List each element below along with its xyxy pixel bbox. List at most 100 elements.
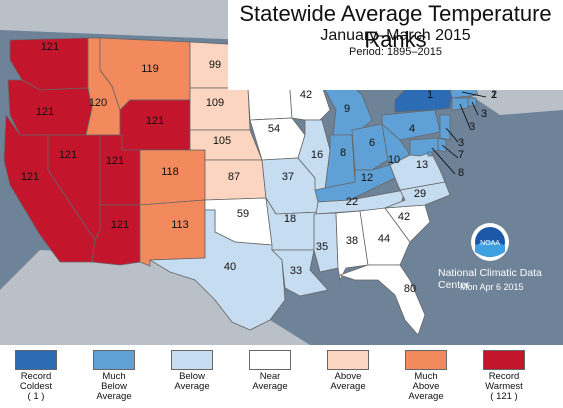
rank-label-ma: 2 — [491, 89, 497, 101]
noaa-logo-text: NOAA — [480, 240, 500, 247]
rank-label-ne: 105 — [213, 135, 231, 147]
legend-label: Below — [179, 371, 205, 382]
leader-line-nj — [445, 127, 459, 143]
legend-label: Above — [334, 371, 362, 382]
rank-label-nd: 99 — [209, 59, 221, 71]
rank-label-al: 38 — [346, 235, 358, 247]
leader-line-de — [441, 144, 459, 159]
rank-label-sc: 42 — [398, 211, 410, 223]
rank-label-de: 7 — [458, 149, 464, 161]
leader-line-ri — [471, 101, 479, 116]
rank-label-nm: 113 — [171, 219, 189, 231]
rank-label-sd: 109 — [206, 97, 224, 109]
rank-label-ga: 44 — [378, 233, 390, 245]
rank-label-wv: 10 — [388, 154, 400, 166]
legend-swatch — [93, 350, 135, 370]
leader-line-ct — [459, 103, 471, 129]
leader-line-ma — [461, 91, 487, 98]
legend-swatch — [249, 350, 291, 370]
rank-label-mt: 119 — [141, 63, 159, 75]
rank-label-me: 1 — [491, 89, 497, 101]
rank-label-ms: 35 — [316, 241, 328, 253]
legend-label: Average — [174, 381, 210, 392]
legend-label: Much — [102, 371, 126, 382]
rank-label-co: 118 — [161, 166, 179, 178]
rank-label-mi: 9 — [344, 103, 350, 115]
rank-label-ks: 87 — [228, 171, 240, 183]
legend-label: ( 1 ) — [27, 391, 45, 402]
rank-label-tx: 40 — [224, 261, 236, 273]
legend-label: Average — [408, 391, 444, 402]
noaa-logo-icon: NOAA — [471, 223, 509, 261]
map-title: Statewide Average Temperature Ranks — [239, 1, 552, 52]
state-fl — [338, 264, 426, 336]
rank-label-ny: 1 — [427, 89, 433, 101]
legend-label: Record — [488, 371, 520, 382]
state-oh — [351, 123, 389, 171]
legend-label: Coldest — [19, 381, 53, 392]
state-nj — [439, 114, 451, 141]
rank-label-az: 121 — [111, 219, 129, 231]
rank-label-tn: 22 — [346, 196, 358, 208]
rank-label-ky: 12 — [361, 172, 373, 184]
gulf-land-edge — [330, 285, 420, 345]
legend-item-record-warmest: Record Warmest( 121 ) — [472, 350, 536, 402]
legend-label: Near — [259, 371, 281, 382]
state-ca — [3, 113, 96, 263]
rank-label-ar: 18 — [284, 213, 296, 225]
legend-swatch — [171, 350, 213, 370]
legend-label: Average — [252, 381, 288, 392]
legend-label: Warmest — [485, 381, 523, 392]
state-ms — [313, 212, 339, 273]
rank-label-wi: 42 — [300, 89, 312, 101]
legend-label: Below — [101, 381, 127, 392]
legend-swatch — [483, 350, 525, 370]
date-label: Mon Apr 6 2015 — [460, 282, 524, 292]
rank-label-ca: 121 — [21, 171, 39, 183]
rank-label-va: 13 — [416, 159, 428, 171]
legend-item-above: Above Average — [316, 350, 380, 392]
legend-swatch — [327, 350, 369, 370]
rank-label-fl: 80 — [404, 283, 416, 295]
state-la — [271, 249, 329, 297]
legend-item-record-coldest: Record Coldest( 1 ) — [4, 350, 68, 402]
rank-label-oh: 6 — [369, 137, 375, 149]
rank-label-md: 8 — [458, 167, 464, 179]
legend-item-below: Below Average — [160, 350, 224, 392]
rank-label-ct: 3 — [469, 121, 475, 133]
legend-label: Much — [414, 371, 438, 382]
states-layer — [3, 37, 491, 336]
state-dc — [427, 151, 433, 157]
rank-label-ok: 59 — [237, 208, 249, 220]
legend-label: Average — [330, 381, 366, 392]
legend-label: Above — [412, 381, 440, 392]
legend-label: Record — [20, 371, 52, 382]
state-tx — [148, 209, 286, 331]
rank-label-wa: 121 — [41, 41, 59, 53]
rank-label-wy: 121 — [146, 115, 164, 127]
rank-label-nc: 29 — [414, 188, 426, 200]
rank-label-ut: 121 — [106, 155, 124, 167]
legend-item-near: Near Average — [238, 350, 302, 392]
legend-swatch — [15, 350, 57, 370]
rank-label-la: 33 — [290, 265, 302, 277]
rank-label-mo: 37 — [282, 171, 294, 183]
period-label: Period: 1895–2015 — [349, 46, 442, 58]
rank-label-in: 8 — [340, 147, 346, 159]
legend-item-much-below: Much Below Average — [82, 350, 146, 402]
title-block: Statewide Average Temperature Ranks Janu… — [228, 0, 563, 90]
legend-label: Average — [96, 391, 132, 402]
rank-label-nv: 121 — [59, 149, 77, 161]
legend-swatch — [405, 350, 447, 370]
rank-label-id: 120 — [89, 97, 107, 109]
rank-label-or: 121 — [36, 106, 54, 118]
rank-label-ia: 54 — [268, 123, 280, 135]
rank-label-il: 16 — [311, 149, 323, 161]
credit-label: National Climatic Data Center — [438, 267, 542, 291]
state-sd — [189, 87, 251, 131]
legend-item-much-above: Much Above Average — [394, 350, 458, 402]
rank-label-ri: 3 — [481, 108, 487, 120]
map-subtitle: January–March 2015 — [320, 27, 471, 44]
leader-line-md — [431, 147, 456, 175]
